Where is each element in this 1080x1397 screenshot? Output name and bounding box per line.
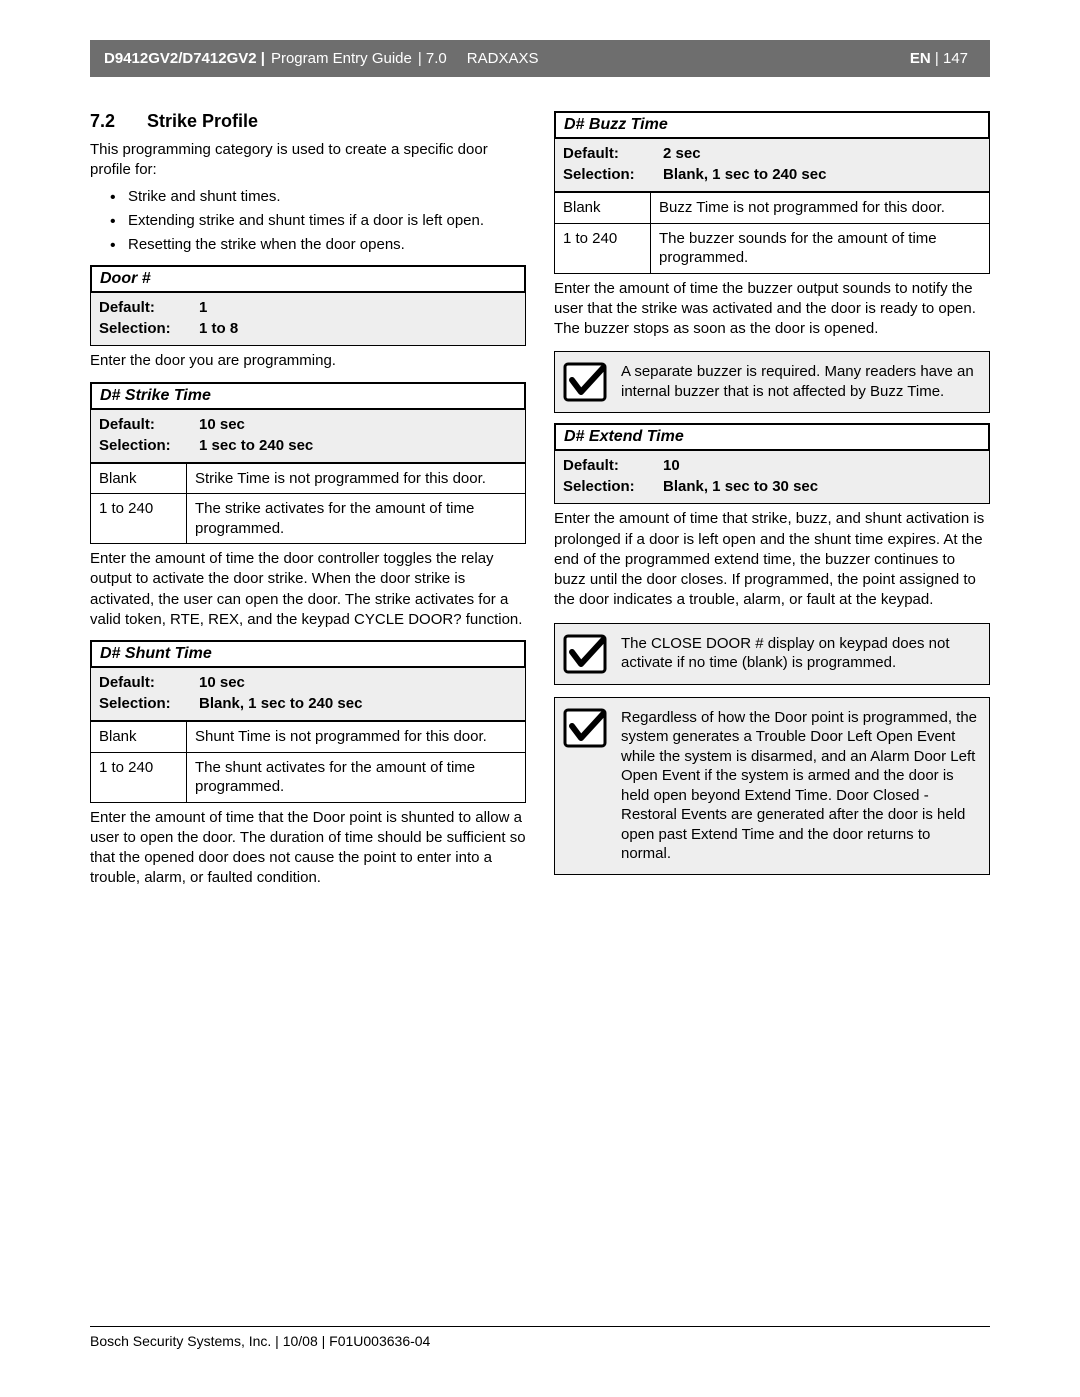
- page-header: D9412GV2/D7412GV2 | Program Entry Guide …: [90, 40, 990, 77]
- option-value: The strike activates for the amount of t…: [187, 494, 526, 544]
- option-key: 1 to 240: [91, 494, 187, 544]
- shunt-description: Enter the amount of time that the Door p…: [90, 808, 526, 889]
- intro-bullets: Strike and shunt times. Extending strike…: [90, 187, 526, 256]
- default-value: 10: [663, 457, 680, 474]
- selection-label: Selection:: [99, 695, 199, 712]
- buzz-title: D# Buzz Time: [554, 111, 990, 139]
- left-column: 7.2 Strike Profile This programming cate…: [90, 111, 526, 889]
- selection-value: Blank, 1 sec to 240 sec: [199, 695, 362, 712]
- header-section: RADXAXS: [467, 50, 539, 67]
- strike-options-table: BlankStrike Time is not programmed for t…: [90, 463, 526, 545]
- option-value: Shunt Time is not programmed for this do…: [187, 722, 526, 753]
- selection-label: Selection:: [563, 478, 663, 495]
- extend-default-selection: Default:10 Selection:Blank, 1 sec to 30 …: [554, 451, 990, 504]
- option-key: 1 to 240: [555, 223, 651, 273]
- header-sep: | 7.0: [418, 50, 447, 67]
- intro-bullet: Extending strike and shunt times if a do…: [110, 211, 526, 231]
- header-lang: EN: [910, 50, 931, 67]
- checkmark-icon: [563, 362, 607, 402]
- header-page: | 147: [935, 50, 968, 67]
- intro-bullet: Strike and shunt times.: [110, 187, 526, 207]
- buzz-default-selection: Default:2 sec Selection:Blank, 1 sec to …: [554, 139, 990, 192]
- default-value: 10 sec: [199, 674, 245, 691]
- default-value: 2 sec: [663, 145, 701, 162]
- door-title: Door #: [90, 265, 526, 293]
- header-doc: Program Entry Guide: [271, 50, 412, 67]
- option-key: 1 to 240: [91, 752, 187, 802]
- intro-bullet: Resetting the strike when the door opens…: [110, 235, 526, 255]
- buzz-description: Enter the amount of time the buzzer outp…: [554, 279, 990, 340]
- default-label: Default:: [563, 457, 663, 474]
- table-row: BlankShunt Time is not programmed for th…: [91, 722, 526, 753]
- default-value: 1: [199, 299, 207, 316]
- page-footer: Bosch Security Systems, Inc. | 10/08 | F…: [90, 1326, 990, 1349]
- selection-value: Blank, 1 sec to 30 sec: [663, 478, 818, 495]
- header-product: D9412GV2/D7412GV2 |: [104, 50, 265, 67]
- note-box: The CLOSE DOOR # display on keypad does …: [554, 623, 990, 685]
- selection-value: 1 sec to 240 sec: [199, 437, 313, 454]
- selection-label: Selection:: [563, 166, 663, 183]
- option-key: Blank: [91, 722, 187, 753]
- shunt-title: D# Shunt Time: [90, 640, 526, 668]
- table-row: BlankBuzz Time is not programmed for thi…: [555, 193, 990, 224]
- strike-title: D# Strike Time: [90, 382, 526, 410]
- shunt-default-selection: Default:10 sec Selection:Blank, 1 sec to…: [90, 668, 526, 721]
- table-row: 1 to 240The shunt activates for the amou…: [91, 752, 526, 802]
- default-value: 10 sec: [199, 416, 245, 433]
- table-row: 1 to 240The buzzer sounds for the amount…: [555, 223, 990, 273]
- door-default-selection: Default:1 Selection:1 to 8: [90, 293, 526, 346]
- note-box: A separate buzzer is required. Many read…: [554, 351, 990, 413]
- right-column: D# Buzz Time Default:2 sec Selection:Bla…: [554, 111, 990, 889]
- note-box: Regardless of how the Door point is prog…: [554, 697, 990, 875]
- checkmark-icon: [563, 634, 607, 674]
- section-heading: 7.2 Strike Profile: [90, 111, 526, 132]
- selection-value: Blank, 1 sec to 240 sec: [663, 166, 826, 183]
- default-label: Default:: [563, 145, 663, 162]
- intro-paragraph: This programming category is used to cre…: [90, 140, 526, 181]
- default-label: Default:: [99, 299, 199, 316]
- table-row: 1 to 240The strike activates for the amo…: [91, 494, 526, 544]
- section-number: 7.2: [90, 111, 142, 132]
- option-key: Blank: [91, 463, 187, 494]
- option-value: Buzz Time is not programmed for this doo…: [651, 193, 990, 224]
- note-text: The CLOSE DOOR # display on keypad does …: [621, 634, 977, 673]
- strike-description: Enter the amount of time the door contro…: [90, 549, 526, 630]
- selection-label: Selection:: [99, 320, 199, 337]
- section-title: Strike Profile: [147, 111, 258, 131]
- note-text: A separate buzzer is required. Many read…: [621, 362, 977, 401]
- option-value: The buzzer sounds for the amount of time…: [651, 223, 990, 273]
- extend-title: D# Extend Time: [554, 423, 990, 451]
- selection-label: Selection:: [99, 437, 199, 454]
- shunt-options-table: BlankShunt Time is not programmed for th…: [90, 721, 526, 803]
- table-row: BlankStrike Time is not programmed for t…: [91, 463, 526, 494]
- option-value: Strike Time is not programmed for this d…: [187, 463, 526, 494]
- selection-value: 1 to 8: [199, 320, 238, 337]
- default-label: Default:: [99, 416, 199, 433]
- door-description: Enter the door you are programming.: [90, 351, 526, 371]
- note-text: Regardless of how the Door point is prog…: [621, 708, 977, 864]
- option-value: The shunt activates for the amount of ti…: [187, 752, 526, 802]
- default-label: Default:: [99, 674, 199, 691]
- checkmark-icon: [563, 708, 607, 748]
- option-key: Blank: [555, 193, 651, 224]
- strike-default-selection: Default:10 sec Selection:1 sec to 240 se…: [90, 410, 526, 463]
- extend-description: Enter the amount of time that strike, bu…: [554, 509, 990, 610]
- buzz-options-table: BlankBuzz Time is not programmed for thi…: [554, 192, 990, 274]
